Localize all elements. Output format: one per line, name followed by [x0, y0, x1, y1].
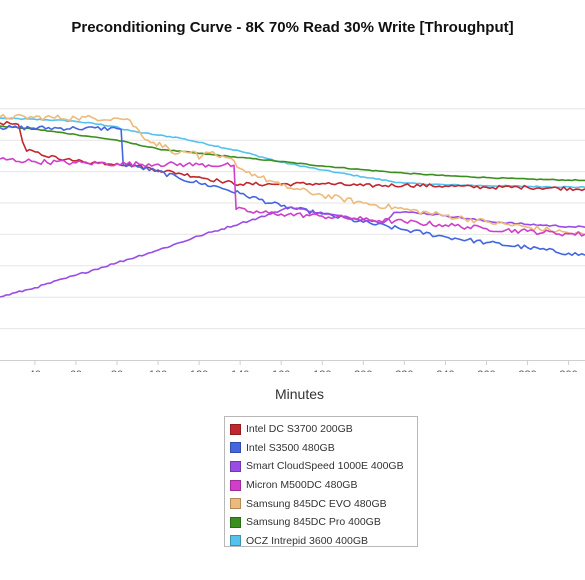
x-tick-label-280: 280 [518, 369, 536, 372]
grid-lines [0, 108, 585, 330]
chart-title: Preconditioning Curve - 8K 70% Read 30% … [71, 19, 514, 36]
series-line-0 [0, 120, 585, 192]
x-tick-label-260: 260 [477, 369, 495, 372]
legend-item-6[interactable]: OCZ Intrepid 3600 400GB [230, 532, 417, 551]
legend-label: Intel DC S3700 200GB [246, 423, 353, 436]
legend-label: Samsung 845DC EVO 480GB [246, 497, 387, 510]
legend-swatch [230, 423, 241, 435]
x-tick-label-160: 160 [272, 369, 290, 372]
legend-item-0[interactable]: Intel DC S3700 200GB [230, 420, 417, 439]
legend: Intel DC S3700 200GB Intel S3500 480GB Sma… [224, 416, 418, 547]
legend-item-3[interactable]: Micron M500DC 480GB [230, 476, 417, 495]
x-tick-label-120: 120 [190, 369, 208, 372]
x-tick-label-180: 180 [313, 369, 331, 372]
series-line-3 [0, 157, 585, 237]
legend-swatch [230, 535, 241, 547]
x-tick-label-300: 300 [559, 369, 577, 372]
x-tick-label-100: 100 [149, 369, 167, 372]
legend-label: Smart CloudSpeed 1000E 400GB [246, 460, 404, 473]
x-tick-label-60: 60 [70, 369, 82, 372]
chart-plot-area: 40 60 80 100 120 140 160 180 200 220 240 260 280 300 [0, 108, 585, 372]
x-axis-label: Minutes [275, 386, 325, 402]
x-axis: 40 60 80 100 120 140 160 180 200 220 240 260 280 300 [0, 360, 585, 372]
legend-label: OCZ Intrepid 3600 400GB [246, 534, 368, 547]
x-tick-label-80: 80 [111, 369, 123, 372]
series-line-2 [0, 206, 585, 298]
series-line-1 [0, 124, 585, 257]
legend-swatch [230, 479, 241, 491]
legend-item-1[interactable]: Intel S3500 480GB [230, 439, 417, 458]
x-tick-label-240: 240 [436, 369, 454, 372]
x-tick-label-200: 200 [354, 369, 372, 372]
x-tick-label-220: 220 [395, 369, 413, 372]
legend-label: Micron M500DC 480GB [246, 479, 358, 492]
series-line-6 [0, 117, 585, 189]
series-line-5 [0, 125, 585, 182]
legend-swatch [230, 498, 241, 510]
legend-swatch [230, 442, 241, 454]
x-tick-label-140: 140 [231, 369, 249, 372]
x-tick-label-40: 40 [29, 369, 41, 372]
legend-swatch [230, 460, 241, 472]
series-lines [0, 113, 585, 298]
legend-label: Samsung 845DC Pro 400GB [246, 516, 381, 529]
legend-item-2[interactable]: Smart CloudSpeed 1000E 400GB [230, 457, 417, 476]
legend-swatch [230, 516, 241, 528]
series-line-4 [0, 113, 585, 236]
legend-label: Intel S3500 480GB [246, 441, 335, 454]
legend-item-4[interactable]: Samsung 845DC EVO 480GB [230, 494, 417, 513]
legend-item-5[interactable]: Samsung 845DC Pro 400GB [230, 513, 417, 532]
